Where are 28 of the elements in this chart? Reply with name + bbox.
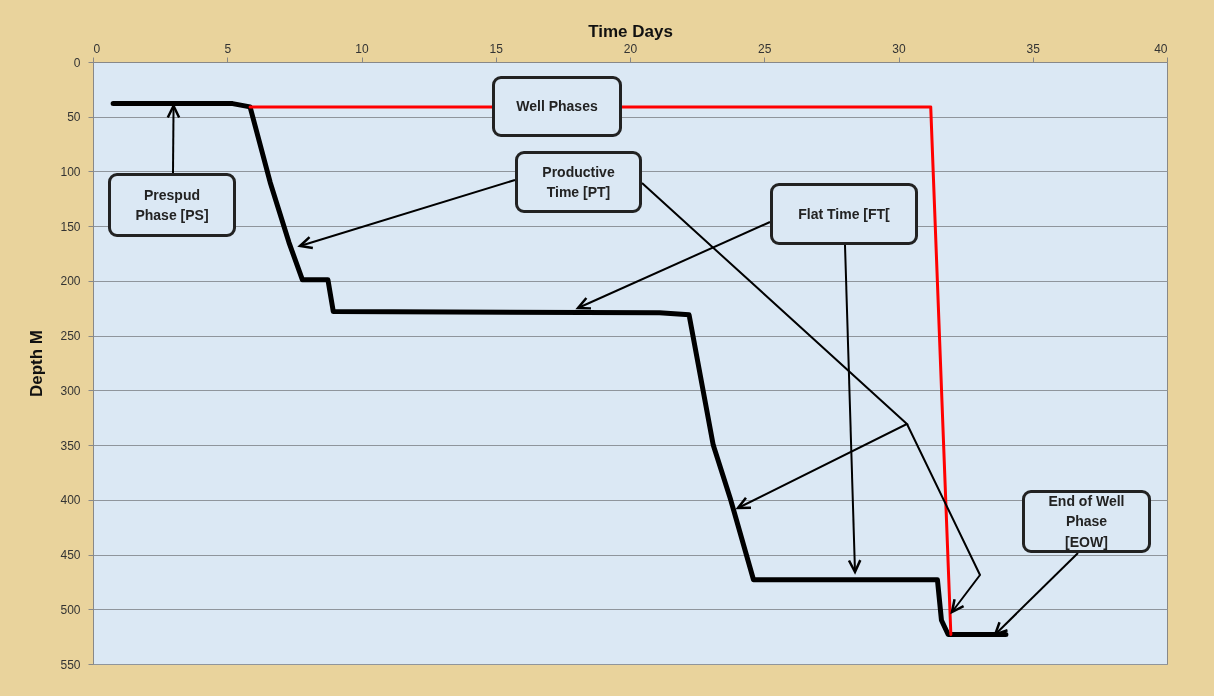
callout-box: Prespud Phase [PS] <box>108 173 236 237</box>
callout-box: End of Well Phase [EOW] <box>1022 490 1151 553</box>
y-tick-label: 400 <box>60 493 81 508</box>
callout-box: Flat Time [FT[ <box>770 183 918 245</box>
x-axis-title: Time Days <box>588 21 673 41</box>
x-tick-label: 25 <box>758 41 772 56</box>
y-tick-label: 250 <box>60 329 81 344</box>
y-tick-label: 150 <box>60 219 81 234</box>
x-tick-label: 40 <box>1154 41 1168 56</box>
y-axis-title: Depth M <box>27 329 47 398</box>
x-tick-label: 15 <box>489 41 504 56</box>
x-tick-label: 35 <box>1026 41 1041 56</box>
y-tick-label: 100 <box>60 164 81 179</box>
y-tick-label: 0 <box>73 55 81 70</box>
x-tick-label: 0 <box>93 41 101 56</box>
y-tick-label: 350 <box>60 438 81 453</box>
x-tick-label: 30 <box>892 41 906 56</box>
callout-box: Well Phases <box>492 76 622 137</box>
y-tick-label: 50 <box>67 110 81 125</box>
y-tick-label: 500 <box>60 602 81 617</box>
y-tick-label: 550 <box>60 657 81 672</box>
y-tick-label: 300 <box>60 383 81 398</box>
x-tick-label: 5 <box>224 41 232 56</box>
x-tick-label: 20 <box>623 41 638 56</box>
y-tick-label: 200 <box>60 274 81 289</box>
y-tick-label: 450 <box>60 548 81 563</box>
x-tick-label: 10 <box>355 41 369 56</box>
callout-box: Productive Time [PT] <box>515 151 642 213</box>
